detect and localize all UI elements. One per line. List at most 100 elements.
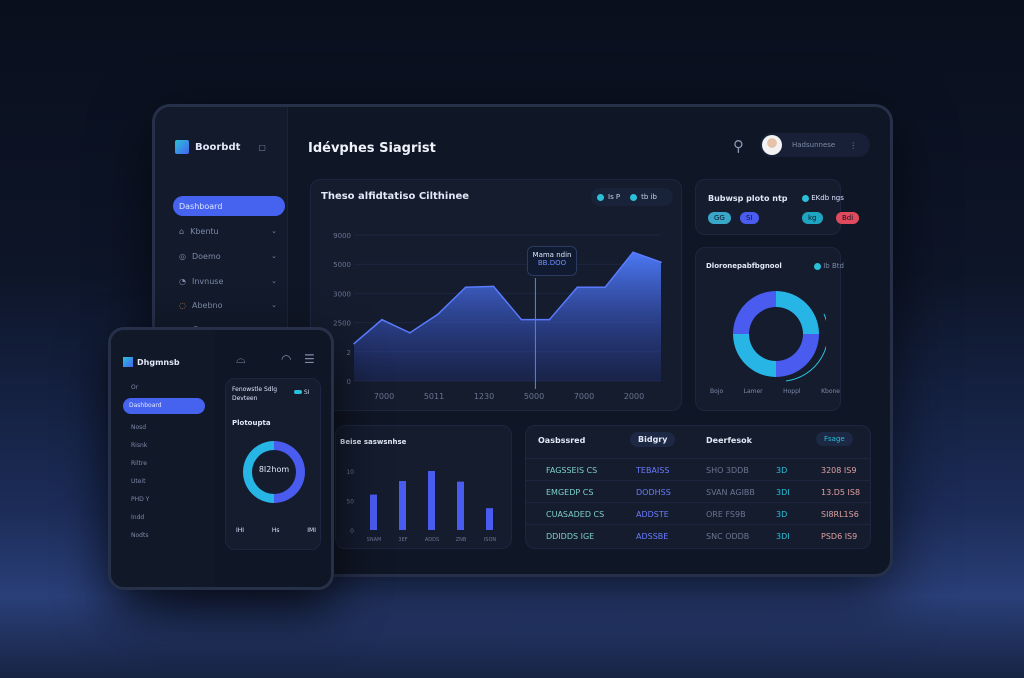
legend-label: IMI — [307, 527, 316, 534]
card-title: Bubwsp ploto ntp — [708, 194, 788, 203]
data-point — [660, 261, 662, 263]
badge: GG — [708, 212, 731, 224]
table-cell: EMGEDP CS — [546, 488, 594, 497]
data-point — [604, 286, 606, 289]
notification-icon[interactable]: ◠ — [281, 352, 292, 366]
data-point — [353, 342, 355, 345]
headset-icon[interactable]: ⌓ — [236, 352, 246, 366]
bar-chart: 0 50 10 SNAM 3EF ADDS ZNB ISON — [346, 469, 497, 543]
mobile-nav-item[interactable]: Nosd — [131, 424, 147, 431]
column-header[interactable]: Deerfesok — [706, 436, 752, 445]
sidebar-item-label: Invnuse — [191, 276, 224, 286]
data-point — [381, 318, 383, 321]
donut-title: Plotoupta — [232, 419, 271, 427]
table-cell: 13.D5 IS8 — [821, 488, 861, 497]
sidebar-item-label: Dashboard — [179, 201, 223, 211]
chevron-down-icon: ⌄ — [271, 277, 277, 285]
x-tick-label: 7000 — [574, 392, 594, 401]
user-menu[interactable]: Hadsunnese ⋮ — [760, 133, 870, 157]
data-point — [632, 251, 634, 254]
card-title: Dloronepabfbgnool — [706, 262, 782, 270]
mobile-nav-item[interactable]: Uteit — [131, 478, 146, 485]
y-tick-label: 3000 — [333, 290, 351, 298]
y-tick-label: 10 — [346, 469, 354, 476]
donut-slice — [243, 441, 274, 503]
more-icon[interactable]: ⋮ — [849, 140, 858, 150]
table-row[interactable]: EMGEDP CS DODHSS SVAN AGIBB 3DI 13.D5 IS8 — [526, 480, 870, 502]
donut-progress-arc — [785, 313, 826, 382]
mobile-sidebar — [111, 330, 215, 587]
y-tick-label: 5000 — [333, 261, 351, 269]
table-cell: SNC ODDB — [706, 532, 750, 541]
legend-label: Kbone — [821, 388, 840, 395]
data-point — [576, 286, 579, 289]
table-cell: FAGSSEIS CS — [546, 466, 598, 475]
table-row[interactable]: FAGSSEIS CS TEBAISS SHO 3DDB 3D 3208 IS9 — [526, 458, 870, 480]
y-tick-label: 50 — [346, 499, 354, 506]
sidebar-item-3[interactable]: ◔ Invnuse ⌄ — [173, 271, 285, 291]
chevron-down-icon: ⌄ — [271, 227, 277, 235]
user-name: Hadsunnese — [792, 141, 836, 149]
sidebar-item-label: Kbentu — [190, 226, 219, 236]
legend-label: Bojo — [710, 388, 724, 395]
table-row[interactable]: CUASADED CS ADDSTE ORE FS9B 3D SI8RL1S6 — [526, 502, 870, 524]
table-cell: SHO 3DDB — [706, 466, 749, 475]
table-cell: ADDSTE — [636, 510, 669, 519]
bar — [399, 481, 406, 530]
column-filter-button[interactable]: Bidgry — [630, 432, 676, 447]
table-cell: 3D — [776, 466, 788, 475]
mobile-nav-item[interactable]: Dashboard — [123, 398, 205, 414]
table-cell: ORE FS9B — [706, 510, 746, 519]
bar — [486, 508, 493, 530]
mobile-nav-item[interactable]: Nodts — [131, 532, 149, 539]
tooltip-value: BB.DOO — [537, 259, 567, 267]
sidebar-item-1[interactable]: ⌂ Kbentu ⌄ — [173, 221, 285, 241]
nav-icon: ◎ — [179, 251, 186, 261]
page-title: Idévphes Siagrist — [308, 141, 436, 156]
mobile-nav-item[interactable]: Risnk — [131, 442, 148, 449]
x-tick-label: 7000 — [374, 392, 394, 401]
mobile-nav-item[interactable]: Or — [131, 384, 139, 391]
sidebar-item-dashboard[interactable]: Dashboard — [173, 196, 285, 216]
mobile-nav-item[interactable]: Indd — [131, 514, 145, 521]
table-cell: PSD6 IS9 — [821, 532, 858, 541]
x-tick-label: ADDS — [425, 537, 439, 543]
mobile-legend: IHI Hs IMI — [236, 527, 316, 534]
nav-icon: ◔ — [179, 276, 186, 286]
mobile-nav-item[interactable]: Riltre — [131, 460, 147, 467]
badge: kg — [802, 212, 823, 224]
data-point — [464, 286, 467, 289]
donut-slice — [776, 291, 819, 334]
legend-dot — [814, 262, 821, 270]
sidebar-item-2[interactable]: ◎ Doemo ⌄ — [173, 246, 285, 266]
legend-label: Is P — [608, 193, 621, 201]
table-row[interactable]: DDIDDS IGE ADSSBE SNC ODDB 3DI PSD6 IS9 — [526, 524, 870, 546]
collapse-icon[interactable]: ▢ — [258, 142, 266, 152]
legend-label: Ib Btd — [823, 262, 844, 270]
data-point — [548, 318, 551, 321]
stats-card: Bubwsp ploto ntp EKdb ngs GG SI kg Bdi — [695, 179, 860, 235]
search-icon[interactable]: ⚲ — [733, 137, 744, 155]
y-tick-label: 9000 — [333, 232, 351, 240]
x-tick-label: ISON — [484, 537, 497, 543]
table-action-button[interactable]: Fsage — [816, 432, 853, 446]
donut-slice — [274, 441, 305, 503]
nav-icon: ⌂ — [179, 226, 185, 236]
table-cell: 3D — [776, 510, 788, 519]
logo-icon — [123, 357, 133, 367]
chevron-down-icon: ⌄ — [271, 301, 277, 309]
x-tick-label: 5011 — [424, 392, 444, 401]
table-cell: SI8RL1S6 — [821, 510, 859, 519]
menu-icon[interactable]: ☰ — [304, 352, 315, 366]
mobile-nav-item[interactable]: PHD Y — [131, 496, 150, 503]
area-chart-card: Theso alfidtatiso Cilthinee Is P tb ib 0… — [310, 179, 682, 411]
area-chart: 0 2 2500 3000 5000 9000 7000 5011 1230 5000 7000 20… — [333, 232, 662, 401]
bar — [428, 471, 435, 530]
sidebar-item-4[interactable]: ◌ Abebno ⌄ — [173, 295, 285, 315]
donut-legend: Bojo Lamer Hoppl Kbone — [710, 388, 840, 395]
mobile-donut-chart — [243, 441, 305, 503]
badge: SI — [740, 212, 759, 224]
column-header[interactable]: Oasbssred — [538, 436, 586, 445]
nav-icon: ◌ — [179, 300, 186, 310]
chevron-down-icon: ⌄ — [271, 252, 277, 260]
